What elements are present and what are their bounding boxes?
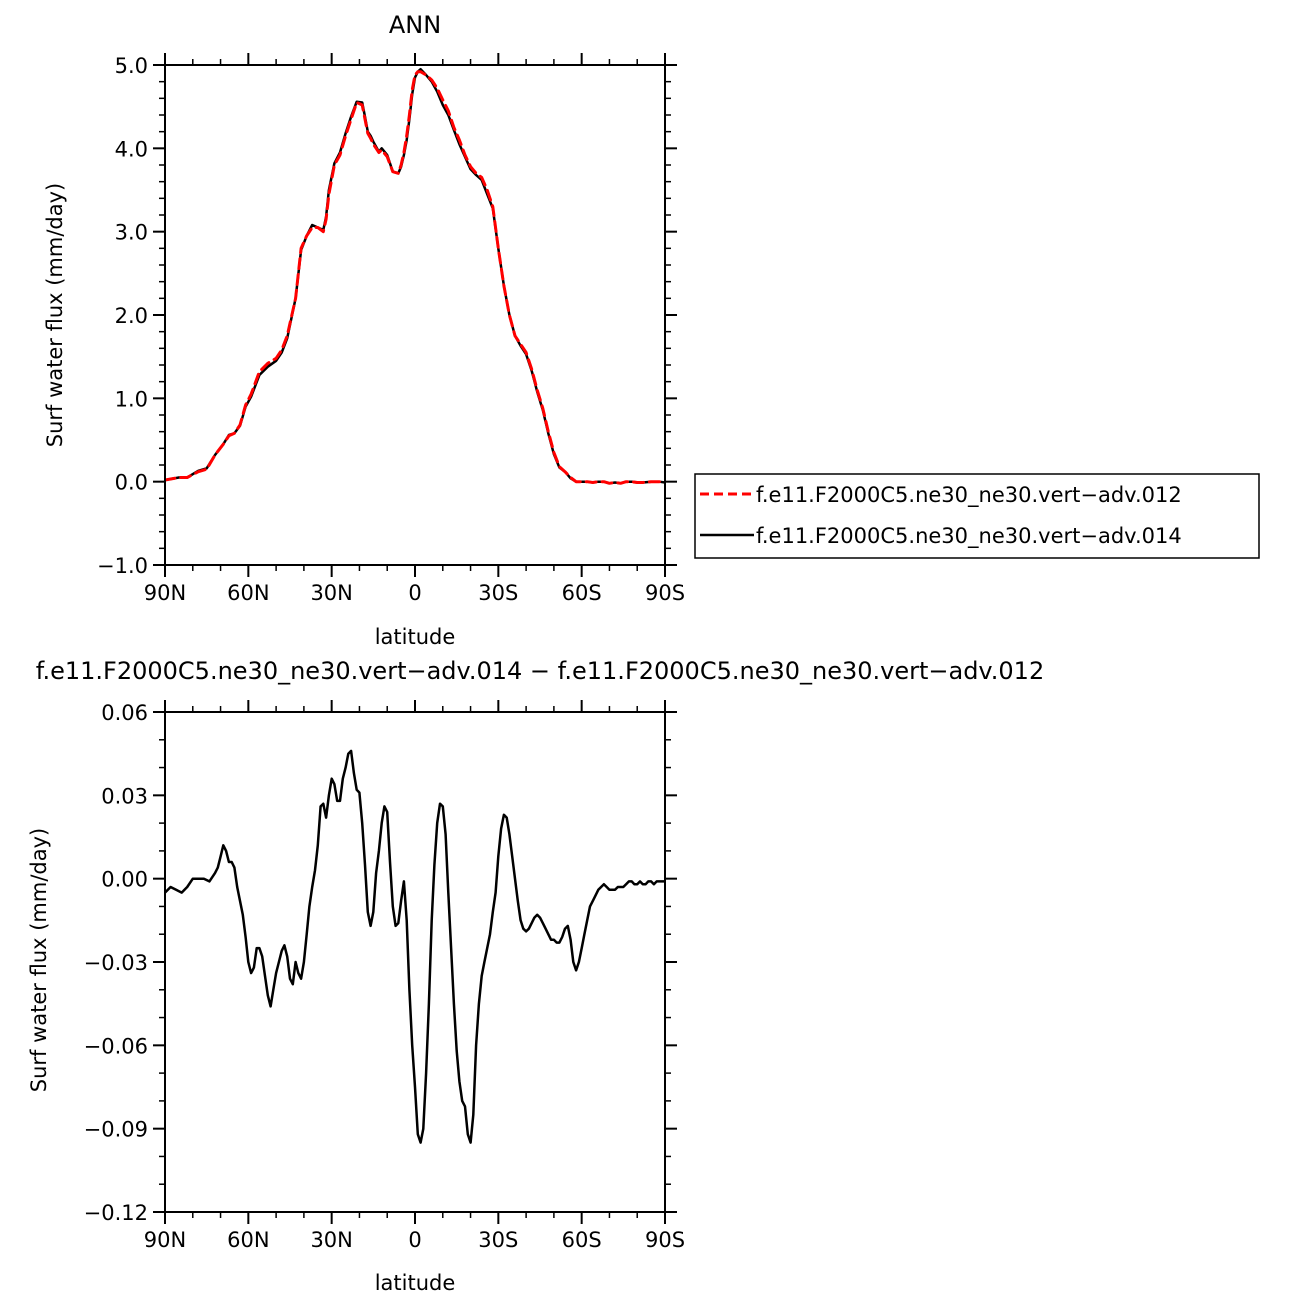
bottom-x-ticks: 90N 60N 30N 0 30S 60S 90S	[144, 700, 685, 1252]
y-tick-label: 0.06	[101, 701, 148, 725]
top-y-axis-label: Surf water flux (mm/day)	[43, 183, 67, 448]
y-tick-label: 4.0	[115, 137, 148, 161]
x-tick-label: 0	[408, 1228, 421, 1252]
y-tick-label: 1.0	[115, 387, 148, 411]
y-tick-label: 2.0	[115, 304, 148, 328]
y-tick-label: −0.03	[84, 951, 148, 975]
x-tick-label: 90N	[144, 1228, 186, 1252]
y-tick-label: −0.09	[84, 1118, 148, 1142]
x-tick-label: 60S	[562, 1228, 602, 1252]
bottom-plot-frame	[164, 711, 666, 1213]
x-tick-label: 60N	[227, 1228, 269, 1252]
x-tick-label: 0	[408, 581, 421, 605]
x-tick-label: 90S	[645, 1228, 685, 1252]
x-tick-label: 30S	[478, 1228, 518, 1252]
bottom-series-group	[165, 749, 665, 1144]
top-series-group	[165, 67, 665, 485]
top-chart-title: ANN	[389, 11, 441, 39]
bottom-chart-panel: f.e11.F2000C5.ne30_ne30.vert−adv.014 − f…	[27, 657, 1044, 1295]
top-series-line-0	[165, 70, 665, 485]
y-tick-label: 0.0	[115, 471, 148, 495]
top-plot-frame	[164, 64, 666, 566]
legend-label-012: f.e11.F2000C5.ne30_ne30.vert−adv.012	[756, 483, 1182, 508]
y-tick-label: −0.12	[84, 1201, 148, 1225]
legend-box	[694, 473, 1260, 559]
x-tick-label: 90S	[645, 581, 685, 605]
x-tick-label: 90N	[144, 581, 186, 605]
y-tick-label: 3.0	[115, 221, 148, 245]
bottom-y-ticks: −0.12 −0.09 −0.06 −0.03 0.00 0.03 0.06	[84, 701, 677, 1225]
x-tick-label: 30N	[310, 581, 352, 605]
x-tick-label: 60N	[227, 581, 269, 605]
top-chart-panel: ANN −1.0 0.0 1.0 2.0 3.0 4.0 5.0 90N 60N 30N 0 30S…	[43, 11, 685, 649]
top-x-axis-label: latitude	[375, 625, 456, 649]
legend-label-014: f.e11.F2000C5.ne30_ne30.vert−adv.014	[756, 524, 1182, 549]
bottom-y-axis-label: Surf water flux (mm/day)	[27, 828, 51, 1093]
y-tick-label: −0.06	[84, 1034, 148, 1058]
y-tick-label: −1.0	[97, 554, 148, 578]
y-tick-label: 0.00	[101, 868, 148, 892]
y-tick-label: 0.03	[101, 784, 148, 808]
top-y-ticks: −1.0 0.0 1.0 2.0 3.0 4.0 5.0	[97, 54, 677, 578]
x-tick-label: 60S	[562, 581, 602, 605]
legend: f.e11.F2000C5.ne30_ne30.vert−adv.012 f.e…	[694, 473, 1260, 559]
bottom-x-axis-label: latitude	[375, 1271, 456, 1295]
bottom-chart-title: f.e11.F2000C5.ne30_ne30.vert−adv.014 − f…	[36, 657, 1044, 685]
bottom-series-line-0	[165, 749, 665, 1144]
x-tick-label: 30N	[310, 1228, 352, 1252]
y-tick-label: 5.0	[115, 54, 148, 78]
top-x-ticks: 90N 60N 30N 0 30S 60S 90S	[144, 53, 685, 605]
x-tick-label: 30S	[478, 581, 518, 605]
